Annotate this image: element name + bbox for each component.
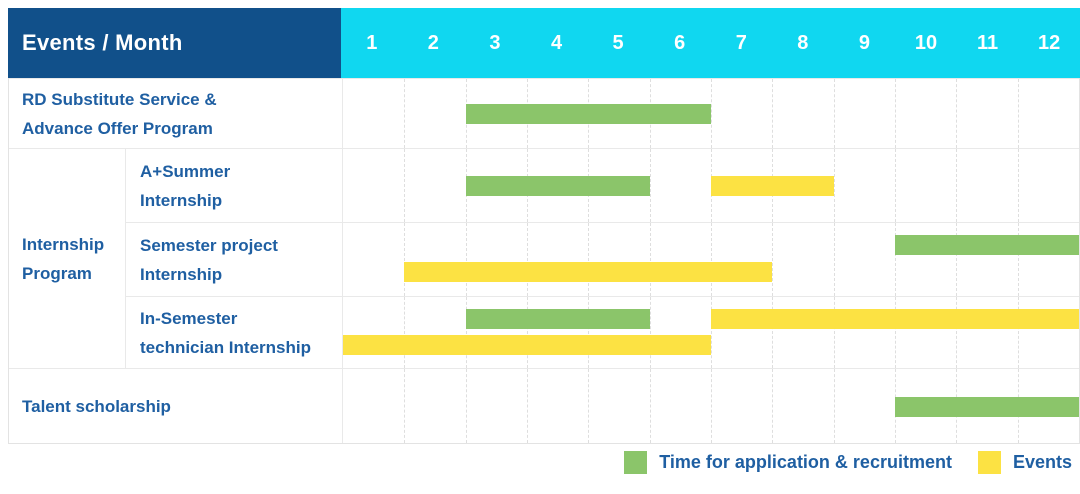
gantt-body: RD Substitute Service & Advance Offer Pro… <box>8 78 1080 444</box>
row-label: A+Summer Internship <box>125 148 342 222</box>
month-gridline <box>772 297 774 368</box>
month-header-4: 4 <box>550 31 563 54</box>
month-gridline <box>833 369 835 443</box>
legend-item-events: Events <box>977 451 1072 474</box>
month-header-7: 7 <box>735 31 747 54</box>
month-gridline <box>404 223 406 296</box>
label-line: In-Semester <box>140 308 238 328</box>
row-chart-area <box>342 222 1079 296</box>
bar-green-m10-12 <box>895 235 1079 255</box>
month-gridline <box>649 223 651 296</box>
row-chart-area <box>342 296 1079 368</box>
label-line: technician Internship <box>140 337 311 357</box>
month-gridline <box>588 223 590 296</box>
label-line: A+Summer <box>140 161 231 181</box>
month-gridline <box>833 149 835 222</box>
row-label: Talent scholarship <box>9 368 342 443</box>
month-header-row: 1 2 3 4 5 6 7 8 9 10 11 12 <box>341 8 1080 78</box>
month-gridline <box>711 223 712 296</box>
month-gridline <box>588 297 590 368</box>
row-chart-area <box>342 368 1079 443</box>
bar-yellow-m7-8 <box>711 176 834 196</box>
month-header-11: 11 <box>976 31 999 54</box>
month-gridline <box>772 223 774 296</box>
month-gridline <box>649 149 651 222</box>
month-gridline <box>649 297 651 368</box>
month-gridline <box>649 369 651 443</box>
month-gridline <box>895 297 896 368</box>
month-gridline <box>465 369 467 443</box>
month-gridline <box>895 79 896 148</box>
month-gridline <box>895 223 896 296</box>
row-label: Semester project Internship <box>125 222 342 296</box>
row-chart-area <box>342 78 1079 148</box>
month-gridline <box>833 79 835 148</box>
bar-green-m3-6 <box>465 104 711 124</box>
month-gridline <box>1017 297 1019 368</box>
bar-yellow-m7-12 <box>711 309 1079 329</box>
label-line: RD Substitute Service & <box>22 89 217 109</box>
month-header-12: 12 <box>1038 31 1061 54</box>
month-header-2: 2 <box>427 31 439 54</box>
month-gridline <box>527 297 528 368</box>
label-line: Internship <box>22 234 105 254</box>
row-chart-area <box>342 148 1079 222</box>
month-gridline <box>711 79 712 148</box>
month-gridline <box>772 369 774 443</box>
month-header-3: 3 <box>489 31 501 54</box>
month-gridline <box>956 79 958 148</box>
month-gridline <box>956 297 958 368</box>
month-gridline <box>465 297 467 368</box>
month-gridline <box>956 223 958 296</box>
month-gridline <box>404 369 406 443</box>
label-line: Internship <box>140 190 223 210</box>
month-header-8: 8 <box>797 31 809 54</box>
month-gridline <box>772 79 774 148</box>
month-gridline <box>711 369 712 443</box>
legend-label-application-recruitment: Time for application & recruitment <box>659 452 952 472</box>
month-gridline <box>527 223 528 296</box>
legend: Time for application & recruitment Event… <box>624 451 1072 474</box>
label-line: Advance Offer Program <box>22 118 213 138</box>
month-gridline <box>465 223 467 296</box>
label-line: Program <box>22 263 92 283</box>
month-header-9: 9 <box>858 31 870 54</box>
month-gridline <box>1017 79 1019 148</box>
bar-green-m3-5 <box>465 176 650 196</box>
label-line: Internship <box>140 264 223 284</box>
row-group-label: Internship Program <box>9 148 125 368</box>
row-label: RD Substitute Service & Advance Offer Pro… <box>9 78 342 148</box>
legend-swatch-green <box>624 451 648 474</box>
month-gridline <box>833 223 835 296</box>
month-gridline <box>527 369 528 443</box>
month-header-5: 5 <box>612 31 624 54</box>
month-header-10: 10 <box>914 31 938 54</box>
legend-item-application-recruitment: Time for application & recruitment <box>624 451 952 474</box>
header-title: Events / Month <box>8 8 341 78</box>
month-gridline <box>895 149 896 222</box>
legend-label-events: Events <box>1012 452 1072 472</box>
month-gridline <box>404 297 406 368</box>
gantt-table: Events / Month 1 2 3 4 5 6 7 8 9 10 11 12 RD Substi… <box>8 8 1080 444</box>
label-line: Semester project <box>140 235 278 255</box>
month-header-1: 1 <box>366 31 378 54</box>
month-header-6: 6 <box>674 31 686 54</box>
month-gridline <box>833 297 835 368</box>
bar-green-m10-12 <box>895 397 1079 417</box>
month-gridline <box>588 369 590 443</box>
month-gridline <box>1017 149 1019 222</box>
row-label: In-Semester technician Internship <box>125 296 342 368</box>
label-line: Talent scholarship <box>22 396 171 416</box>
bar-yellow-m1-6 <box>343 335 711 355</box>
month-gridline <box>1017 223 1019 296</box>
month-gridline <box>404 79 406 148</box>
month-gridline <box>956 149 958 222</box>
bar-green-m3-5 <box>465 309 650 329</box>
month-gridline <box>711 297 712 368</box>
bar-yellow-m2-7 <box>404 262 773 282</box>
gantt-header: Events / Month 1 2 3 4 5 6 7 8 9 10 11 12 <box>8 8 1080 78</box>
legend-swatch-yellow <box>977 451 1001 474</box>
month-gridline <box>404 149 406 222</box>
